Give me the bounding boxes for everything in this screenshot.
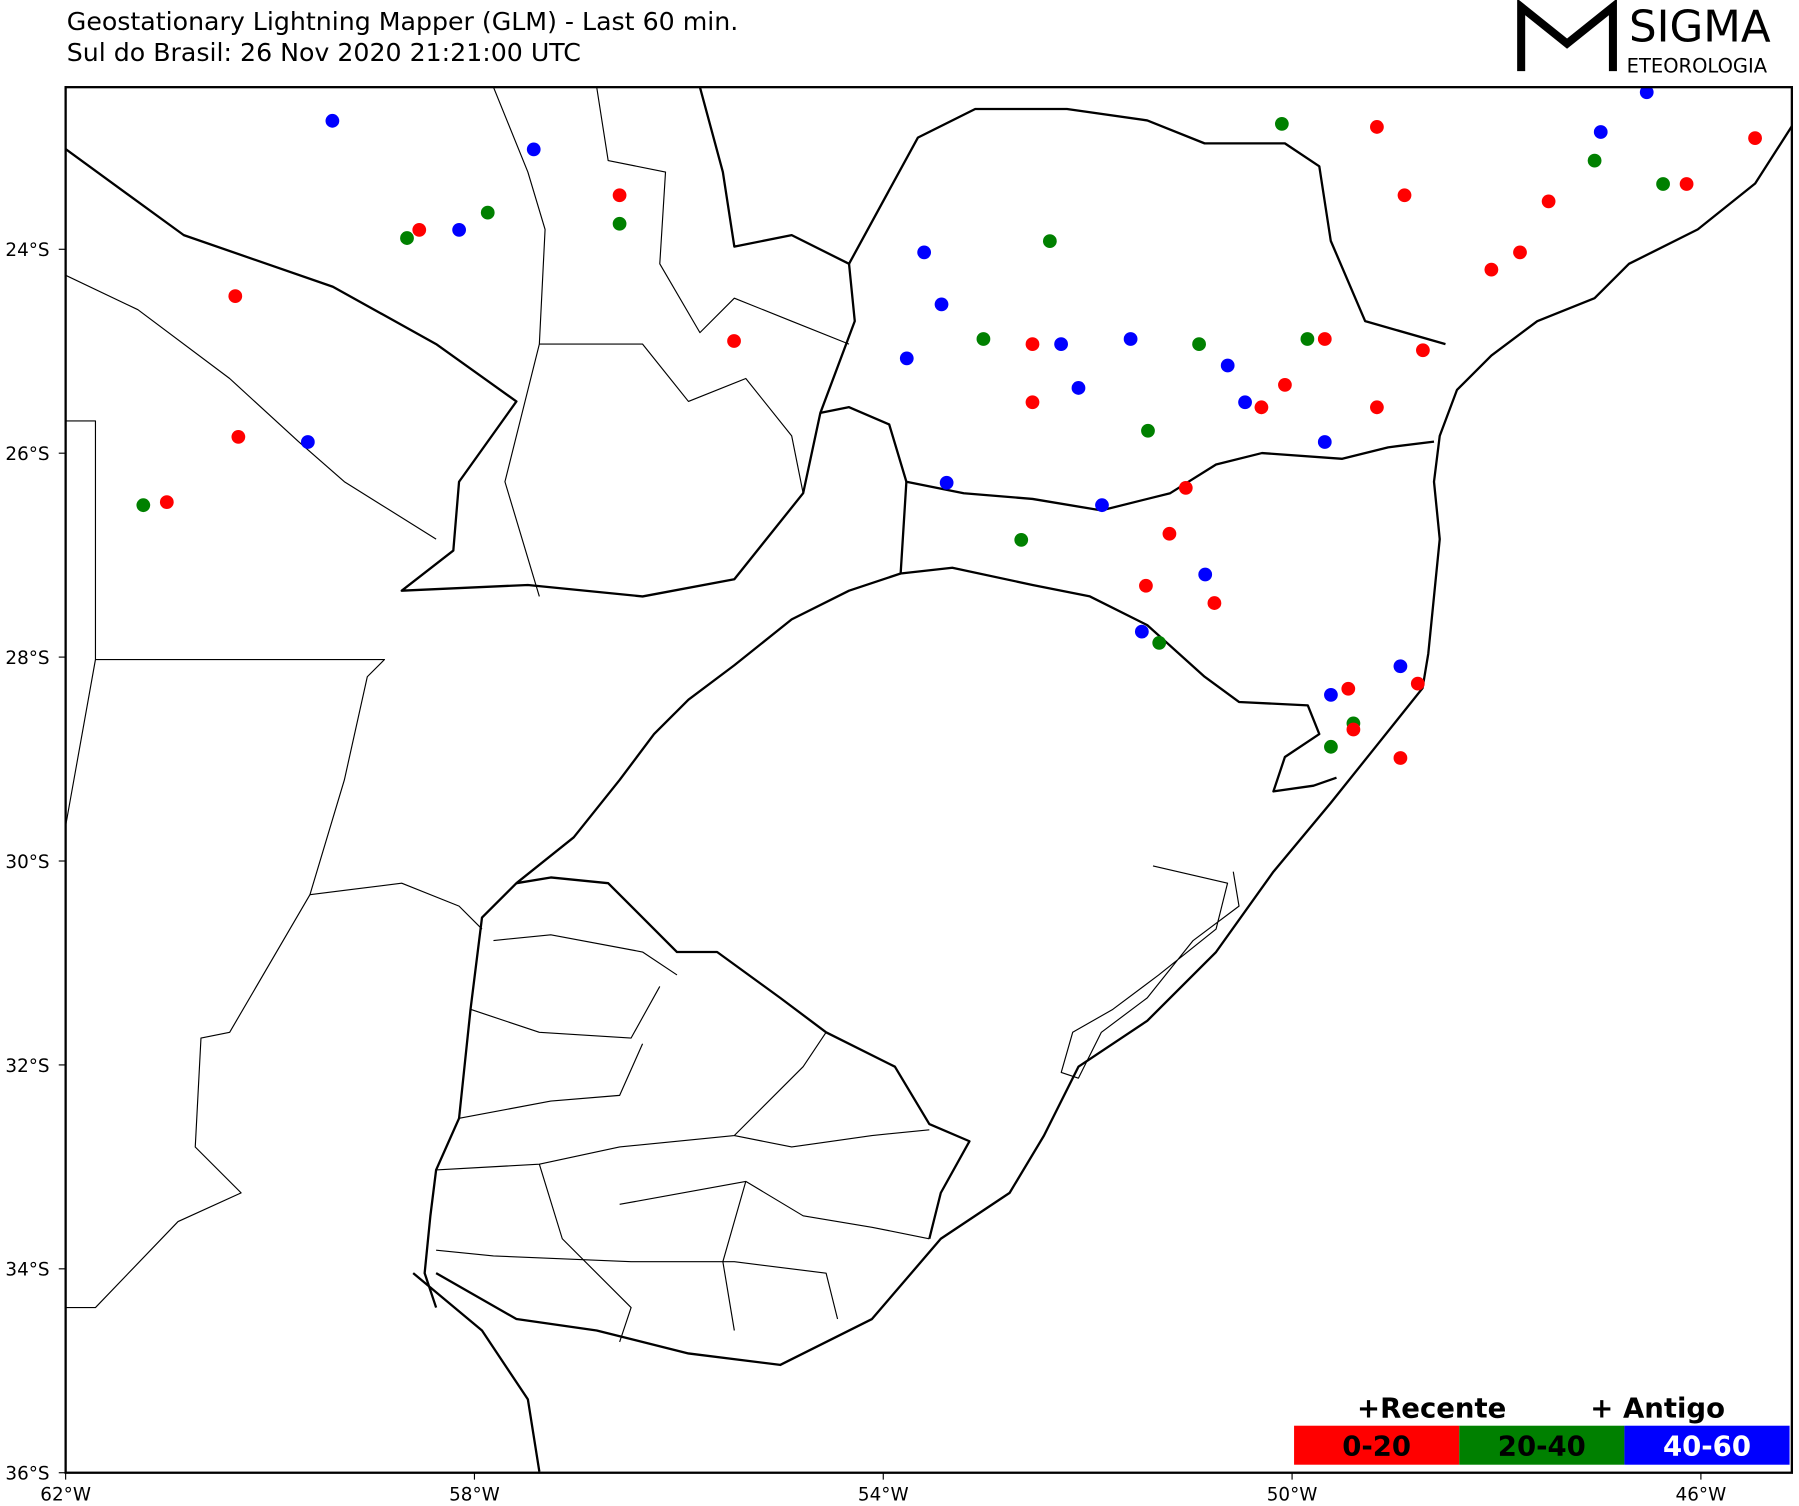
strike	[400, 231, 414, 245]
logo-mark	[1517, 0, 1617, 72]
strike	[917, 245, 932, 260]
strike	[1416, 343, 1430, 358]
strike	[300, 435, 315, 449]
strike	[231, 429, 246, 444]
legend-swatch	[1624, 1425, 1790, 1465]
strike	[1025, 337, 1040, 351]
strike	[1207, 596, 1222, 610]
strike	[1152, 635, 1167, 650]
strike	[136, 498, 151, 513]
y-tick-label: 28°S	[5, 648, 49, 669]
strike	[1317, 332, 1332, 346]
strike	[934, 297, 949, 312]
strike	[1317, 435, 1332, 449]
strike	[976, 332, 991, 346]
strike	[1139, 578, 1153, 593]
axes: 62°W 58°W 54°W 50°W 46°W 24°S 26°S 28°S 30°S 32°S…	[5, 240, 1726, 1505]
strike	[1095, 498, 1109, 513]
subtitle: Sul do Brasil: 26 Nov 2020 21:21:00 UTC	[67, 38, 581, 67]
strike	[1134, 624, 1149, 639]
strike	[1541, 194, 1556, 209]
y-tick-label: 32°S	[5, 1056, 49, 1077]
strike	[1639, 87, 1654, 100]
strike	[1593, 125, 1608, 139]
strike	[939, 475, 954, 490]
legend-old: + Antigo	[1590, 1393, 1725, 1425]
logo-tagline: ETEOROLOGIA	[1627, 54, 1768, 77]
strike	[1198, 567, 1213, 582]
strike	[1393, 659, 1408, 674]
strike	[1274, 116, 1289, 131]
strike	[1587, 153, 1602, 168]
y-tick-label: 26°S	[5, 444, 49, 465]
strike	[1484, 262, 1499, 277]
strike	[1370, 400, 1384, 415]
strike	[1300, 332, 1315, 346]
strike	[1410, 676, 1425, 691]
strike	[1238, 395, 1252, 410]
strike	[325, 113, 340, 128]
strike	[1656, 177, 1670, 191]
strike	[1341, 681, 1356, 696]
x-tick-label: 62°W	[40, 1484, 91, 1505]
strike	[1254, 400, 1269, 415]
map-frame	[64, 86, 1794, 1474]
strike	[1042, 234, 1057, 249]
title: Geostationary Lightning Mapper (GLM) - L…	[67, 7, 739, 36]
legend-label: 20-40	[1498, 1431, 1586, 1463]
legend-recent: +Recente	[1357, 1393, 1506, 1425]
strike	[1220, 358, 1235, 373]
y-tick-label: 30°S	[5, 852, 49, 873]
x-tick-label: 54°W	[858, 1484, 909, 1505]
strike	[612, 216, 627, 231]
strike	[452, 223, 467, 237]
strike	[1025, 395, 1040, 410]
legend: +Recente + Antigo 0-20 20-40 40-60	[1294, 1393, 1790, 1465]
strike	[1054, 337, 1068, 351]
strike	[1141, 423, 1155, 438]
strikes	[136, 87, 1762, 765]
strike	[1123, 332, 1138, 346]
logo: SIGMA ETEOROLOGIA	[1517, 0, 1771, 77]
legend-label: 0-20	[1342, 1431, 1411, 1463]
x-tick-label: 58°W	[449, 1484, 500, 1505]
strike	[1513, 245, 1527, 260]
strike	[1748, 131, 1762, 146]
map-area	[65, 87, 1792, 1472]
strike	[1278, 377, 1292, 392]
strike	[1162, 526, 1177, 541]
legend-swatch	[1294, 1425, 1460, 1465]
strike	[159, 495, 174, 510]
strike	[1346, 722, 1361, 737]
strike	[228, 289, 243, 304]
strike	[1324, 687, 1338, 702]
x-tick-label: 46°W	[1676, 1484, 1727, 1505]
strike	[727, 334, 741, 348]
legend-label: 40-60	[1663, 1431, 1751, 1463]
y-tick-label: 24°S	[5, 240, 49, 261]
strike	[1679, 177, 1694, 191]
x-tick-label: 50°W	[1267, 1484, 1318, 1505]
borders	[65, 87, 1792, 1472]
strike	[412, 223, 427, 237]
y-tick-label: 36°S	[5, 1464, 49, 1485]
strike	[1192, 337, 1206, 351]
strike	[1397, 188, 1412, 203]
strike	[899, 351, 914, 366]
strike	[1071, 381, 1086, 395]
strike	[526, 142, 541, 157]
y-tick-label: 34°S	[5, 1260, 49, 1281]
strike	[480, 205, 495, 220]
logo-name: SIGMA	[1629, 2, 1771, 52]
strike	[1393, 751, 1408, 765]
strike	[1014, 532, 1029, 547]
strike	[1178, 480, 1193, 495]
strike	[612, 188, 627, 203]
strike	[1324, 739, 1338, 754]
legend-swatch	[1459, 1425, 1625, 1465]
strike	[1370, 120, 1384, 134]
